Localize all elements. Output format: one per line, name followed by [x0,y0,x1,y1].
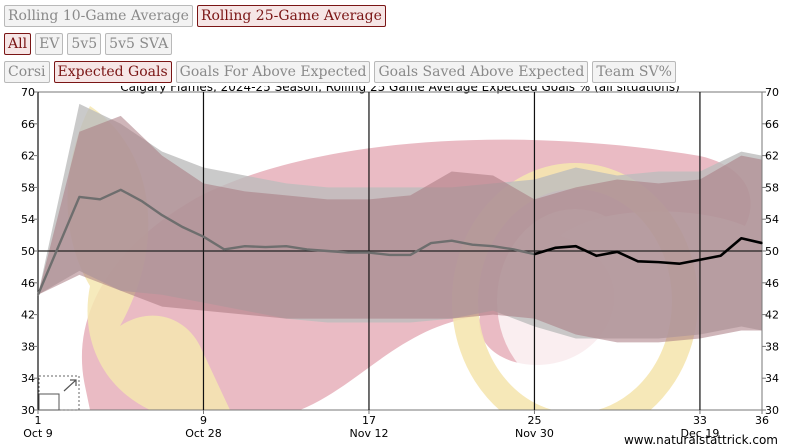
data-point-game-5 [119,188,122,191]
data-point-game-10 [223,248,225,251]
rolling-average-chart: Calgary Flames, 2024-25 Season, Rolling … [21,86,779,446]
y-tick-label-right: 58 [765,181,779,194]
y-tick-label-left: 70 [21,86,35,99]
y-tick-label-right: 38 [765,340,779,353]
y-tick-label-right: 42 [765,309,779,322]
data-point-game-32 [678,262,681,265]
metric-toggle-group: Corsi Expected Goals Goals For Above Expec… [4,61,676,83]
data-point-game-14 [306,248,308,251]
x-tick-label-date: Dec 19 [681,427,720,440]
data-point-game-13 [285,245,288,248]
data-point-game-24 [512,248,515,251]
data-point-game-34 [719,254,722,257]
y-tick-label-left: 62 [21,150,35,163]
situation-button-all[interactable]: All [4,33,32,55]
metric-button-team-sv-[interactable]: Team SV% [592,61,676,83]
data-point-game-28 [595,254,598,257]
situation-button-5v5[interactable]: 5v5 [67,33,102,55]
y-tick-label-right: 50 [765,245,779,258]
y-tick-label-right: 70 [765,86,779,99]
situation-button-5v5-sva[interactable]: 5v5 SVA [105,33,173,55]
data-point-game-22 [471,243,474,246]
data-point-game-7 [161,214,163,217]
data-point-game-11 [244,245,246,248]
data-point-game-35 [740,237,743,240]
y-tick-label-left: 66 [21,118,35,131]
zoom-box-inner [38,393,60,411]
data-point-game-25 [533,253,536,255]
data-point-game-30 [637,260,639,263]
y-tick-label-right: 46 [765,277,779,290]
data-point-game-1 [37,293,39,296]
metric-button-goals-saved-above-expected[interactable]: Goals Saved Above Expected [374,61,589,83]
x-tick-label-date: Oct 28 [185,427,222,440]
x-tick-label-game: 36 [755,414,769,427]
data-point-game-26 [554,247,556,249]
expand-arrow-icon [63,379,77,392]
y-tick-label-right: 62 [765,150,779,163]
y-tick-label-right: 66 [765,118,779,131]
y-tick-label-left: 46 [21,277,35,290]
y-tick-label-left: 34 [21,372,35,385]
metric-button-expected-goals[interactable]: Expected Goals [53,61,172,83]
x-tick-label-date: Nov 12 [349,427,388,440]
data-point-game-6 [140,200,143,202]
series-line-recent [534,236,763,266]
x-tick-label-game: 33 [693,414,707,427]
y-tick-label-left: 58 [21,181,35,194]
data-point-game-29 [616,250,618,253]
y-tick-label-left: 30 [21,404,35,417]
data-point-game-15 [326,250,329,252]
data-point-game-3 [78,196,81,198]
data-point-game-17 [368,251,370,254]
y-tick-label-left: 42 [21,309,35,322]
y-tick-label-right: 34 [765,372,779,385]
metric-button-corsi[interactable]: Corsi [4,61,50,83]
chart-title: Calgary Flames, 2024-25 Season, Rolling … [120,86,680,94]
x-tick-label-game: 17 [362,414,376,427]
situation-toggle-group: All EV 5v5 5v5 SVA [4,33,173,55]
data-point-game-12 [264,246,267,248]
x-tick-label-date: Oct 9 [23,427,53,440]
x-tick-label-game: 9 [200,414,207,427]
x-tick-label-game: 1 [35,414,42,427]
data-point-game-9 [202,235,205,238]
y-tick-label-left: 54 [21,213,35,226]
window-toggle-group: Rolling 10-Game Average Rolling 25-Game A… [4,5,386,27]
data-point-game-4 [99,198,101,201]
data-point-game-19 [409,254,412,256]
series-line-early [36,188,535,296]
data-point-game-27 [575,245,577,248]
y-tick-label-right: 30 [765,404,779,417]
window-button-rolling-25-game-average[interactable]: Rolling 25-Game Average [196,5,386,27]
data-point-game-20 [430,242,432,244]
y-tick-label-right: 54 [765,213,779,226]
data-point-game-33 [699,258,701,261]
y-tick-label-left: 50 [21,245,35,258]
band-maroon-area [38,115,762,343]
data-point-game-16 [347,251,350,254]
situation-button-ev[interactable]: EV [35,33,64,55]
data-point-game-31 [657,261,660,263]
data-point-game-18 [388,254,391,256]
expand-zoom-widget[interactable] [38,375,80,411]
y-tick-label-left: 38 [21,340,35,353]
x-tick-label-game: 25 [527,414,541,427]
x-tick-label-date: Nov 30 [515,427,554,440]
data-point-game-23 [492,245,494,248]
data-point-game-8 [182,226,184,228]
site-credit: www.naturalstattrick.com [624,433,778,446]
data-point-game-36 [761,242,763,244]
metric-button-goals-for-above-expected[interactable]: Goals For Above Expected [175,61,371,83]
data-point-game-21 [450,239,453,242]
window-button-rolling-10-game-average[interactable]: Rolling 10-Game Average [4,5,193,27]
